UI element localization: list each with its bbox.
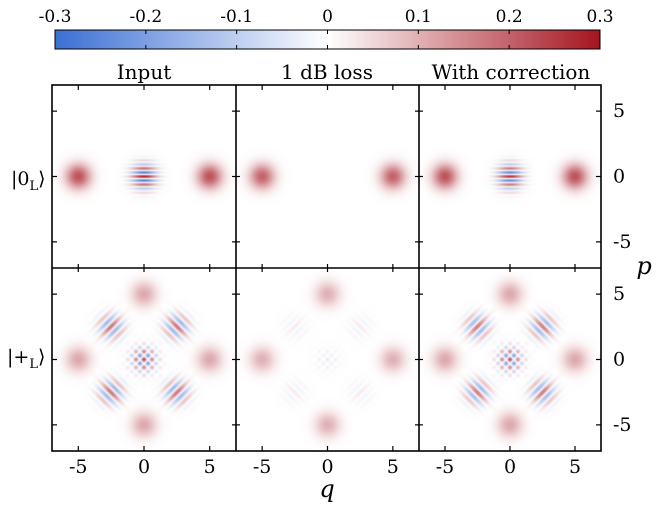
colorbar-ticks: -0.3 -0.2 -0.1 0 0.1 0.2 0.3 xyxy=(39,7,614,49)
col-title-correction: With correction xyxy=(432,60,591,84)
y-tick-label: -5 xyxy=(613,231,632,253)
row-label-zero-sub: L xyxy=(30,179,39,194)
y-tick-label: 5 xyxy=(613,283,625,305)
row-label-plus-sub: L xyxy=(29,357,38,372)
wigner-panel-zero-2 xyxy=(419,85,601,268)
colorbar-tick-label: 0.2 xyxy=(496,7,523,27)
x-tick-label: 0 xyxy=(504,456,516,478)
wigner-panel-plus-2 xyxy=(419,268,601,451)
y-tick-label: 0 xyxy=(613,166,625,188)
row-label-plus-close: ⟩ xyxy=(38,346,45,368)
column-titles: Input 1 dB loss With correction xyxy=(117,60,591,84)
y-tick-label: 0 xyxy=(613,349,625,371)
wigner-panel-zero-1 xyxy=(236,85,419,268)
row-label-zero-l: |0L⟩ xyxy=(11,168,46,194)
row-label-zero-ket: |0 xyxy=(11,168,30,190)
row-label-plus-ket: |+ xyxy=(7,346,29,368)
colorbar-tick-label: -0.1 xyxy=(220,7,253,27)
col-title-input: Input xyxy=(117,60,172,84)
x-axis-label: q xyxy=(319,475,334,503)
wigner-panel-plus-1 xyxy=(236,268,419,451)
y-tick-label: -5 xyxy=(613,414,632,436)
x-tick-label: 5 xyxy=(387,456,399,478)
x-tick-label: 0 xyxy=(321,456,333,478)
x-tick-label: 5 xyxy=(204,456,216,478)
row-label-zero-close: ⟩ xyxy=(38,168,45,190)
y-axis-label: p xyxy=(636,252,651,280)
wigner-panel-plus-0 xyxy=(52,268,236,451)
colorbar: -0.3 -0.2 -0.1 0 0.1 0.2 0.3 xyxy=(39,7,614,50)
x-tick-label: -5 xyxy=(69,456,88,478)
y-tick-label: 5 xyxy=(613,100,625,122)
colorbar-tick-label: 0.3 xyxy=(586,7,613,27)
colorbar-tick-label: -0.3 xyxy=(39,7,72,27)
x-tick-label: 0 xyxy=(138,456,150,478)
row-labels: |0L⟩ |+L⟩ xyxy=(7,168,46,372)
x-tick-label: 5 xyxy=(569,456,581,478)
axes: -5 0 5 -5 0 5 -5 0 5 5 0 -5 5 0 -5 xyxy=(52,85,632,478)
colorbar-tick-label: 0 xyxy=(322,7,333,27)
row-label-plus-l: |+L⟩ xyxy=(7,346,45,372)
wigner-panels xyxy=(52,85,601,451)
col-title-loss: 1 dB loss xyxy=(281,60,373,84)
wigner-panel-zero-0 xyxy=(52,85,236,268)
x-tick-label: -5 xyxy=(436,456,455,478)
x-tick-label: -5 xyxy=(253,456,272,478)
colorbar-tick-label: 0.1 xyxy=(405,7,432,27)
colorbar-tick-label: -0.2 xyxy=(129,7,162,27)
